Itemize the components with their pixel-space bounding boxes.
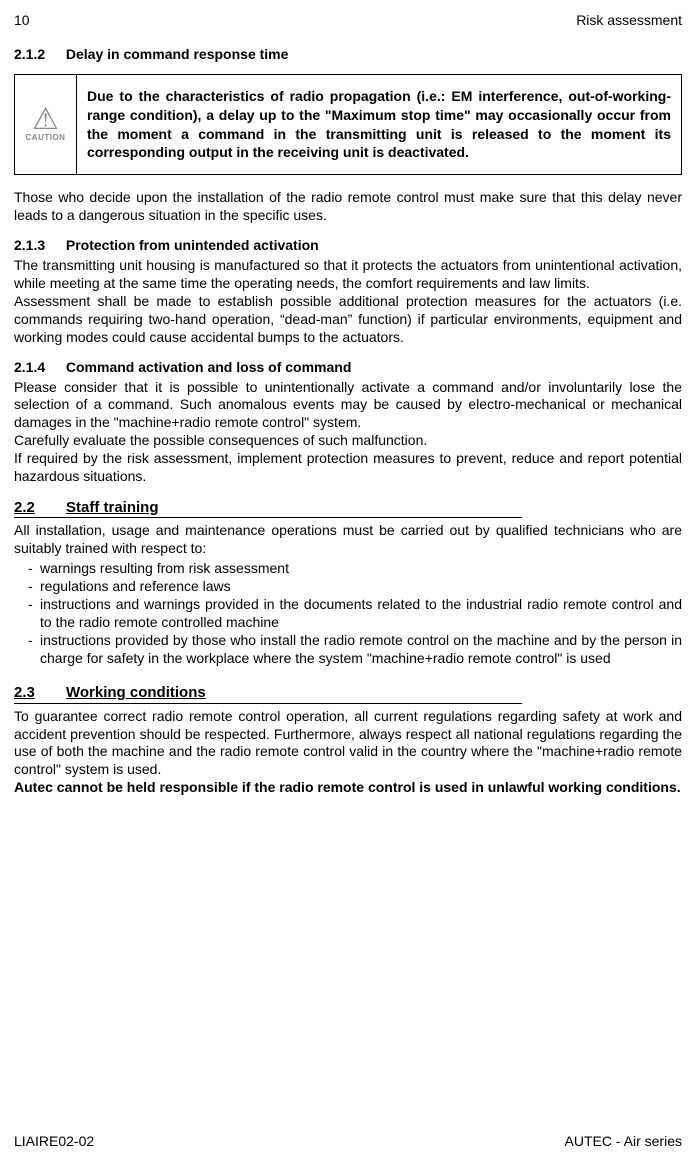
caution-callout: ⚠ CAUTION Due to the characteristics of …: [14, 74, 682, 176]
page-header: 10 Risk assessment: [14, 12, 682, 30]
heading-2-1-2: 2.1.2 Delay in command response time: [14, 46, 682, 64]
footer-left: LIAIRE02-02: [14, 1133, 94, 1151]
heading-title: Staff training: [66, 498, 159, 517]
heading-num: 2.3: [14, 683, 66, 702]
footer-right: AUTEC - Air series: [565, 1133, 682, 1151]
heading-2-2: 2.2 Staff training: [14, 498, 522, 518]
list-item: regulations and reference laws: [28, 578, 682, 596]
sec212-body: Those who decide upon the installation o…: [14, 189, 682, 225]
caution-icon-cell: ⚠ CAUTION: [15, 74, 77, 175]
warning-triangle-icon: ⚠: [26, 105, 66, 135]
heading-title: Working conditions: [66, 683, 206, 702]
sec214-p2: Carefully evaluate the possible conseque…: [14, 432, 682, 450]
list-item: instructions and warnings provided in th…: [28, 596, 682, 632]
sec213-p1: The transmitting unit housing is manufac…: [14, 257, 682, 293]
heading-num: 2.2: [14, 498, 66, 517]
header-section-title: Risk assessment: [576, 12, 682, 30]
sec23-p2: Autec cannot be held responsible if the …: [14, 779, 682, 797]
section-2-1-4: 2.1.4 Command activation and loss of com…: [14, 359, 682, 486]
sec23-p1: To guarantee correct radio remote contro…: [14, 708, 682, 780]
heading-title: Command activation and loss of command: [66, 359, 352, 375]
sec22-list: warnings resulting from risk assessment …: [14, 560, 682, 667]
caution-text: Due to the characteristics of radio prop…: [77, 74, 682, 175]
sec214-p1: Please consider that it is possible to u…: [14, 379, 682, 433]
caution-icon: ⚠ CAUTION: [26, 105, 66, 143]
sec22-intro: All installation, usage and maintenance …: [14, 522, 682, 558]
heading-2-3: 2.3 Working conditions: [14, 683, 522, 703]
heading-2-1-4: 2.1.4 Command activation and loss of com…: [14, 359, 682, 377]
heading-2-1-3: 2.1.3 Protection from unintended activat…: [14, 237, 682, 255]
heading-num: 2.1.4: [14, 359, 62, 377]
list-item: instructions provided by those who insta…: [28, 632, 682, 668]
caution-label: CAUTION: [26, 133, 66, 143]
list-item: warnings resulting from risk assessment: [28, 560, 682, 578]
heading-title: Delay in command response time: [66, 46, 289, 62]
heading-num: 2.1.3: [14, 237, 62, 255]
page-number: 10: [14, 12, 30, 30]
page-footer: LIAIRE02-02 AUTEC - Air series: [14, 1133, 682, 1151]
heading-num: 2.1.2: [14, 46, 62, 64]
sec213-p2: Assessment shall be made to establish po…: [14, 293, 682, 347]
heading-title: Protection from unintended activation: [66, 237, 319, 253]
sec214-p3: If required by the risk assessment, impl…: [14, 450, 682, 486]
section-2-1-3: 2.1.3 Protection from unintended activat…: [14, 237, 682, 346]
